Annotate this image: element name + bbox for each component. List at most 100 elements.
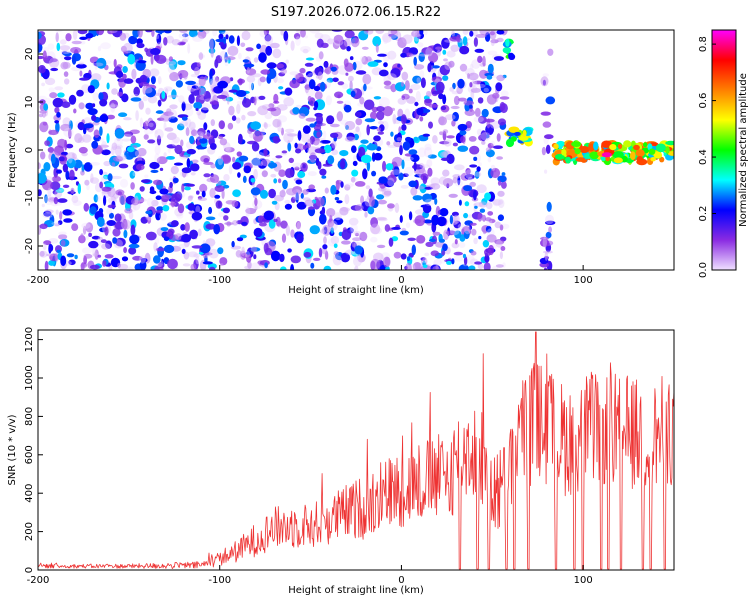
spectrogram-cell	[139, 74, 148, 84]
spectrogram-cell	[302, 144, 307, 150]
spectrogram-cell	[68, 259, 76, 266]
spectrogram-cell	[60, 255, 67, 267]
spectrogram-cell	[393, 251, 402, 259]
spectrogram-cell	[313, 85, 321, 92]
spectrogram-cell	[453, 164, 465, 171]
spectrogram-cell	[258, 222, 267, 227]
spectrogram-cell	[251, 141, 260, 152]
spectrogram-cell	[65, 33, 72, 42]
spectrogram-cell	[469, 222, 477, 226]
spectrogram-cell	[38, 55, 45, 60]
spectrogram-cell	[130, 224, 136, 236]
spectrogram-cell	[422, 193, 433, 203]
spectrogram-cell	[317, 71, 323, 80]
spectrogram-cell	[442, 129, 449, 134]
spectrogram-cell	[424, 198, 435, 206]
spectrogram-cell	[56, 42, 61, 52]
spectrogram-cell	[244, 265, 252, 270]
spectrogram-cell	[333, 212, 342, 221]
spectrogram-peak	[601, 152, 612, 158]
spectrogram-cell	[63, 218, 73, 223]
spectrogram-cell	[402, 156, 414, 161]
spectrogram-cell	[42, 243, 47, 251]
spectrogram-cell	[50, 67, 59, 72]
spectrogram-cell	[319, 168, 327, 176]
spectrogram-cell	[490, 140, 496, 147]
spectrogram-cell	[263, 122, 268, 129]
spectrogram-cell	[83, 202, 90, 212]
spectrogram-cell	[432, 231, 441, 236]
spectrogram-cell	[144, 120, 149, 131]
spectrogram-cell	[93, 129, 100, 138]
spectrogram-cell	[209, 266, 216, 270]
spectrogram-cell	[99, 126, 103, 136]
spectrogram-cell	[245, 47, 254, 52]
spectrogram-cell	[154, 129, 164, 140]
spectrogram-cell	[414, 215, 426, 227]
spectrogram-cell	[77, 30, 88, 35]
spectrogram-cell	[482, 240, 490, 248]
spectrogram-cell	[655, 143, 667, 153]
spectrogram-cell	[97, 236, 103, 240]
spectrogram-cell	[485, 147, 491, 152]
spectrogram-cell	[465, 168, 471, 175]
spectrogram-cell	[411, 244, 416, 256]
spectrogram-cell	[405, 262, 412, 270]
spectrogram-cell	[351, 145, 357, 153]
spectrogram-cell	[418, 53, 429, 57]
snr-frame	[37, 329, 675, 571]
spectrogram-cell	[365, 56, 372, 62]
spectrogram-cell	[482, 55, 486, 67]
spectrogram-cell	[470, 87, 482, 93]
spectrogram-cell	[48, 129, 59, 136]
spectrogram-cell	[194, 66, 200, 76]
spectrogram-cell	[237, 172, 241, 178]
spectrogram-cell	[405, 222, 411, 229]
spectrogram-cell	[92, 62, 104, 67]
spectrogram-cell	[490, 38, 495, 47]
spectrogram-cell	[54, 120, 60, 124]
spectrogram-cell	[548, 226, 552, 233]
spectrogram-cell	[76, 63, 87, 69]
spectrogram-cell	[155, 247, 167, 252]
spectrogram-cell	[408, 149, 418, 156]
spectrogram-cell	[198, 76, 206, 87]
spectrogram-cell	[400, 185, 409, 189]
spectrogram-cell	[38, 95, 47, 101]
spectrogram-cell	[72, 30, 78, 40]
spectrogram-cell	[282, 179, 288, 190]
spectrogram-cell	[238, 78, 243, 86]
spectrogram-cell	[119, 178, 129, 188]
spectrogram-cell	[468, 104, 473, 109]
spectrogram-cell	[55, 30, 63, 33]
spectrogram-cell	[397, 37, 407, 49]
spectrogram-cell	[439, 258, 447, 264]
spectrogram-cell	[163, 86, 173, 92]
spectrogram-cell	[200, 133, 204, 140]
spectrogram-cell	[41, 203, 45, 208]
spectrogram-cell	[70, 47, 82, 54]
spectrogram-cell	[322, 130, 327, 140]
spectrogram-cell	[413, 56, 418, 66]
spectrogram-cell	[477, 55, 483, 64]
spectrogram-cell	[386, 141, 391, 146]
spectrogram-cell	[185, 118, 192, 128]
spectrogram-cell	[399, 145, 403, 156]
spectrogram-cell	[80, 170, 85, 176]
spectrogram-cell	[344, 62, 354, 72]
spectrogram-cell	[223, 174, 230, 182]
spectrogram-cell	[272, 118, 281, 128]
spectrogram-cell	[419, 30, 424, 37]
spectrogram-cell	[228, 164, 233, 175]
spectrogram-cell	[355, 254, 359, 263]
spectrogram-cell	[278, 169, 286, 177]
spectrogram-cell	[350, 90, 356, 98]
spectrogram-cell	[283, 30, 289, 42]
spectrogram-cell	[115, 189, 125, 196]
spectrogram-cell	[200, 102, 211, 111]
spectrogram-cell	[354, 111, 362, 118]
spectrogram-cell	[375, 30, 385, 34]
spectrogram-cell	[43, 240, 52, 246]
spectrogram-cell	[448, 60, 455, 68]
spectrogram-cell	[500, 246, 506, 251]
